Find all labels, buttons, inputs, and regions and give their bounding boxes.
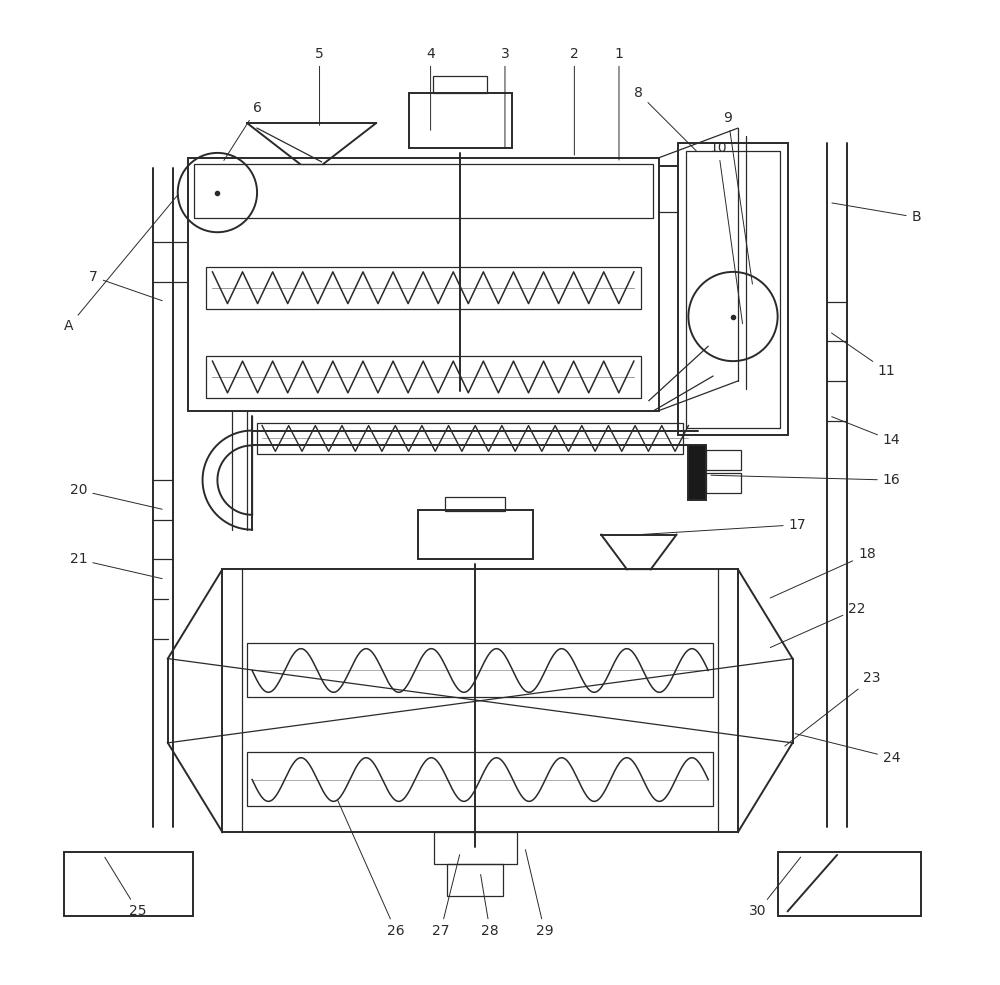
Bar	[778, 852, 921, 916]
Text: 27: 27	[432, 855, 460, 939]
Text: 8: 8	[634, 87, 696, 151]
Bar	[247, 752, 713, 807]
Text: 26: 26	[338, 800, 405, 939]
Text: 23: 23	[785, 672, 881, 746]
Text: 29: 29	[525, 850, 553, 939]
Bar	[686, 151, 780, 427]
Bar	[222, 569, 738, 832]
Text: 17: 17	[642, 518, 806, 535]
Bar	[445, 497, 505, 511]
Text: 7: 7	[89, 270, 162, 300]
Text: 14: 14	[832, 417, 900, 447]
Text: 2: 2	[570, 46, 579, 155]
Bar	[257, 423, 683, 454]
Text: B: B	[832, 203, 921, 225]
Text: 25: 25	[105, 857, 147, 918]
Bar	[409, 94, 512, 148]
Text: 3: 3	[501, 46, 509, 148]
Bar	[678, 143, 788, 435]
Bar	[206, 267, 641, 308]
Text: 9: 9	[724, 111, 752, 284]
Bar	[706, 473, 741, 493]
Bar	[206, 357, 641, 398]
Text: 18: 18	[770, 548, 876, 598]
Text: 6: 6	[224, 101, 262, 161]
Text: 5: 5	[315, 46, 324, 125]
Text: 4: 4	[426, 46, 435, 130]
Text: 11: 11	[831, 333, 896, 378]
Bar	[418, 510, 533, 559]
Bar	[247, 643, 713, 697]
Text: 16: 16	[711, 473, 901, 488]
Text: 20: 20	[70, 483, 162, 509]
Bar	[434, 832, 517, 864]
Bar	[194, 164, 653, 219]
Text: 30: 30	[749, 857, 801, 918]
Bar	[688, 445, 706, 500]
Bar	[64, 852, 193, 916]
Bar	[433, 76, 487, 94]
Bar	[706, 450, 741, 470]
Text: 1: 1	[615, 46, 623, 160]
Text: 28: 28	[481, 875, 499, 939]
Text: 24: 24	[795, 734, 900, 764]
Text: 10: 10	[709, 141, 743, 324]
Text: 21: 21	[70, 553, 162, 578]
Text: A: A	[64, 195, 178, 333]
Bar	[447, 864, 503, 895]
Bar	[188, 158, 659, 411]
Text: 22: 22	[770, 602, 866, 647]
